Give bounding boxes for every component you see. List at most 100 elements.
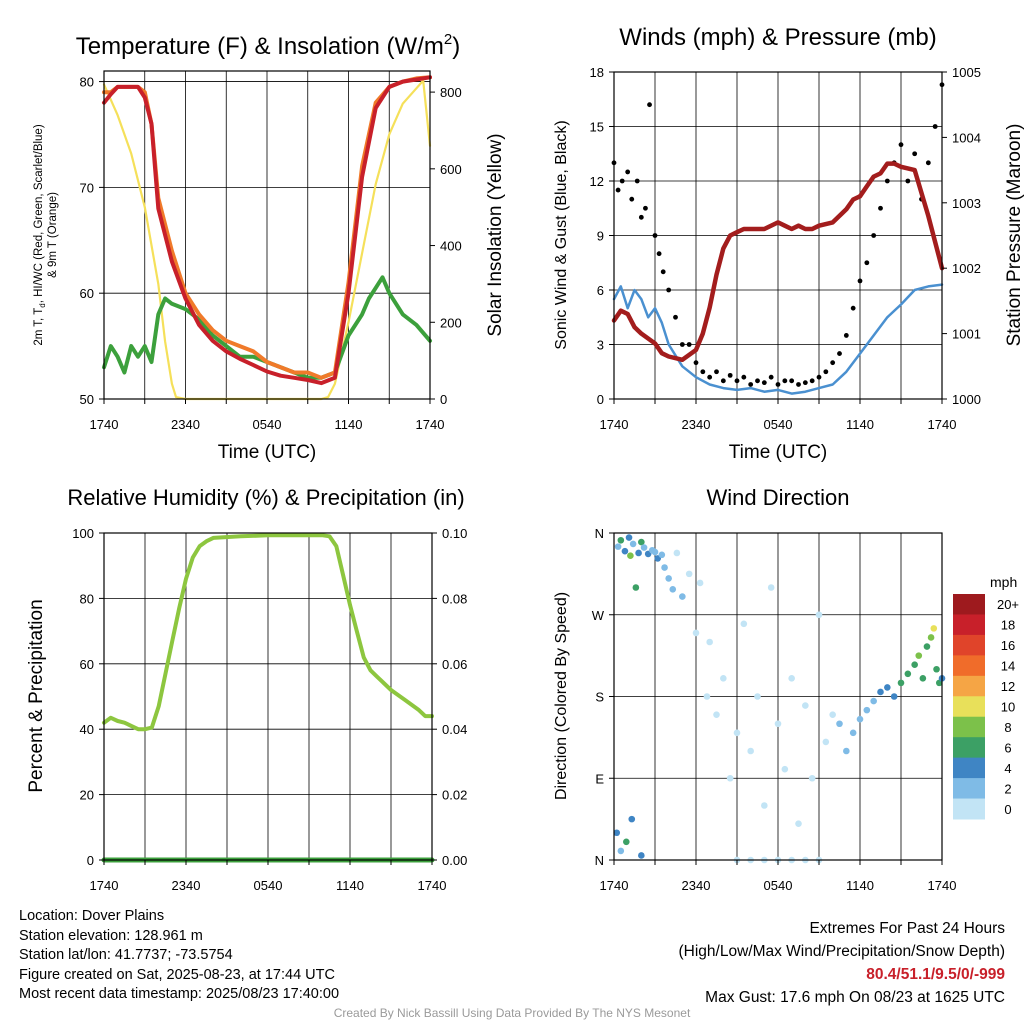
gust-point xyxy=(647,102,652,108)
y-tick-label: 18 xyxy=(590,65,604,80)
y-tick-label: 100 xyxy=(72,526,94,541)
direction-point xyxy=(904,670,912,678)
x-tick-label: 0540 xyxy=(254,878,283,893)
station-location: Location: Dover Plains xyxy=(19,908,165,924)
gust-point xyxy=(700,369,706,375)
direction-point xyxy=(863,706,871,714)
direction-point xyxy=(747,747,754,755)
y2-tick-label: 1002 xyxy=(952,261,981,276)
y-tick-label: 0 xyxy=(597,392,604,407)
gust-point xyxy=(634,178,640,184)
gust-point xyxy=(816,374,822,380)
temperature-panel: Temperature (F) & Insolation (W/m2) 1740… xyxy=(33,31,506,463)
gust-point xyxy=(741,374,747,380)
y2-tick-label: 200 xyxy=(440,315,462,330)
gust-point xyxy=(789,378,795,384)
direction-point xyxy=(822,738,830,746)
legend-swatch xyxy=(953,737,985,759)
humidity-ylabel: Percent & Precipitation xyxy=(26,599,47,792)
legend-label: 6 xyxy=(1004,740,1011,755)
gust-point xyxy=(837,351,842,356)
gust-point xyxy=(912,151,918,157)
direction-point xyxy=(930,625,938,632)
direction-point xyxy=(665,575,672,582)
direction-point xyxy=(733,729,741,737)
gust-point xyxy=(686,342,692,347)
gust-point xyxy=(843,333,849,338)
gust-point xyxy=(898,142,904,148)
legend-label: 0 xyxy=(1004,802,1011,817)
extremes-info: Extremes For Past 24 Hours (High/Low/Max… xyxy=(679,917,1006,1009)
legend-swatch xyxy=(953,614,985,636)
x-tick-label: 1740 xyxy=(928,878,957,893)
gust-point xyxy=(878,205,883,211)
legend-swatch xyxy=(953,696,985,718)
gust-point xyxy=(830,360,836,366)
direction-point xyxy=(781,765,789,773)
y2-tick-label: 0.04 xyxy=(442,722,467,737)
x-tick-label: 2340 xyxy=(171,417,200,432)
direction-tick-label: W xyxy=(592,608,605,623)
direction-point xyxy=(808,774,816,782)
gust-point xyxy=(629,196,635,202)
y2-tick-label: 0 xyxy=(440,392,447,407)
direction-point xyxy=(706,638,713,646)
direction-point xyxy=(927,634,935,641)
gust-point xyxy=(673,314,678,320)
direction-point xyxy=(617,536,625,544)
gust-point xyxy=(905,178,911,184)
direction-point xyxy=(815,611,823,619)
direction-point xyxy=(651,548,659,556)
y2-tick-label: 0.06 xyxy=(442,657,467,672)
direction-point xyxy=(629,540,637,548)
direction-point xyxy=(713,711,720,718)
gust-point xyxy=(720,378,726,384)
legend-swatch xyxy=(953,634,985,656)
winds-xlabel: Time (UTC) xyxy=(729,442,828,463)
gust-point xyxy=(638,214,644,220)
temperature-title: Temperature (F) & Insolation (W/m2) xyxy=(76,31,460,60)
direction-point xyxy=(625,534,633,541)
direction-tick-label: S xyxy=(595,690,604,705)
gust-point xyxy=(884,178,890,184)
gust-point xyxy=(782,378,788,384)
extremes-title: Extremes For Past 24 Hours xyxy=(809,920,1005,937)
temp-2m-series xyxy=(102,75,432,386)
sonic-wind-series xyxy=(612,283,944,395)
direction-point xyxy=(911,661,918,669)
gust-point xyxy=(693,360,699,366)
direction-point xyxy=(621,547,629,555)
y-tick-label: 60 xyxy=(80,286,94,301)
y-tick-label: 12 xyxy=(590,174,604,189)
x-tick-label: 2340 xyxy=(682,878,711,893)
direction-point xyxy=(673,549,681,557)
speed-legend-title: mph xyxy=(990,574,1017,590)
y-tick-label: 6 xyxy=(597,283,604,298)
x-tick-label: 1740 xyxy=(928,417,957,432)
gust-point xyxy=(643,205,648,211)
y-tick-label: 15 xyxy=(590,120,604,135)
y-tick-label: 3 xyxy=(597,338,604,353)
direction-point xyxy=(720,675,727,682)
gust-point xyxy=(802,380,808,386)
direction-point xyxy=(661,564,668,571)
direction-point xyxy=(703,693,711,700)
y-tick-label: 60 xyxy=(80,657,94,672)
gust-point xyxy=(823,369,829,375)
gust-point xyxy=(748,382,754,387)
direction-point xyxy=(897,679,905,687)
x-tick-label: 0540 xyxy=(253,417,282,432)
gust-point xyxy=(656,251,662,257)
y2-tick-label: 0.00 xyxy=(442,853,467,868)
direction-point xyxy=(635,549,642,557)
pressure-ylabel: Station Pressure (Maroon) xyxy=(1004,124,1024,347)
legend-swatch xyxy=(953,757,985,779)
direction-point xyxy=(617,847,625,855)
humidity-series xyxy=(102,533,434,732)
gust-point xyxy=(615,187,621,193)
winds-title: Winds (mph) & Pressure (mb) xyxy=(619,24,936,51)
direction-point xyxy=(802,702,809,709)
direction-point xyxy=(923,643,931,650)
station-info: Location: Dover Plains Station elevation… xyxy=(19,907,339,1005)
